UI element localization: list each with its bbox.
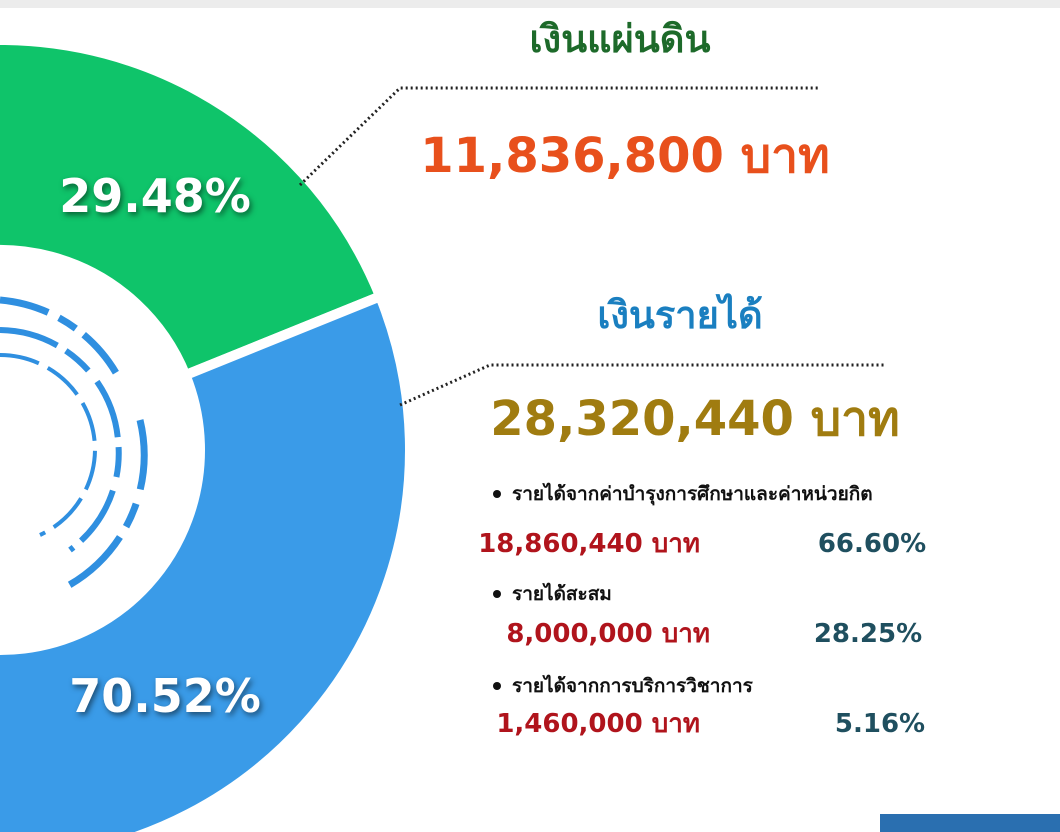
detail-percent: 28.25%	[814, 619, 922, 649]
bullet	[493, 490, 501, 498]
detail-label: รายได้จากการบริการวิชาการ	[512, 674, 754, 697]
donut	[0, 35, 415, 832]
pct-label: 29.48%	[59, 169, 251, 223]
pct-label: 70.52%	[69, 669, 261, 723]
legend-title: เงินแผ่นดิน	[530, 17, 711, 61]
detail-label: รายได้จากค่าบำรุงการศึกษาและค่าหน่วยกิต	[512, 482, 873, 506]
leader-line	[399, 363, 885, 407]
detail-percent: 5.16%	[835, 709, 925, 739]
detail-amount: 18,860,440 บาท	[478, 529, 700, 559]
detail-label: รายได้สะสม	[512, 582, 612, 605]
legend-title: เงินรายได้	[597, 293, 762, 337]
bullet	[493, 682, 501, 690]
pie-slice	[0, 35, 387, 382]
detail-percent: 66.60%	[818, 529, 926, 559]
amount: 28,320,440 บาท	[490, 391, 899, 447]
detail-amount: 8,000,000 บาท	[506, 619, 710, 649]
amount: 11,836,800 บาท	[420, 128, 829, 184]
bullet	[493, 590, 501, 598]
button-edge	[880, 814, 1060, 832]
detail-amount: 1,460,000 บาท	[496, 709, 700, 739]
leader-line	[298, 86, 820, 187]
decor-rings	[0, 296, 148, 594]
details: รายได้จากค่าบำรุงการศึกษาและค่าหน่วยกิต 1…	[478, 482, 926, 739]
pie-slice	[0, 289, 415, 832]
top-band	[0, 0, 1060, 8]
